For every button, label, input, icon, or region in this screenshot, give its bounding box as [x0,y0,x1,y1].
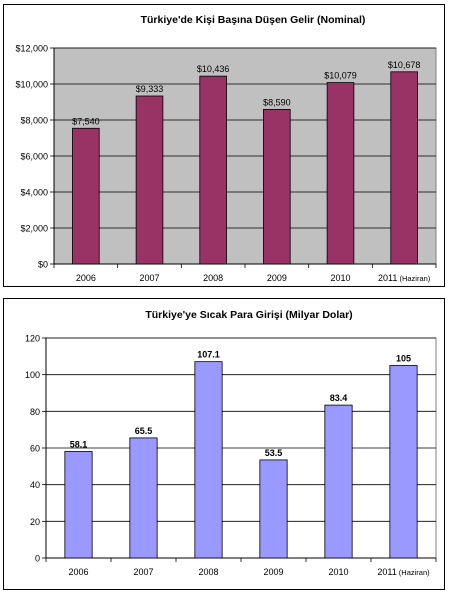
x-tick-label: 2008 [203,273,223,283]
x-tick-suffix: (Haziran) [397,274,430,283]
data-label: 83.4 [330,393,348,403]
chart-title: Türkiye'ye Sıcak Para Girişi (Milyar Dol… [145,309,352,321]
y-tick-label: 20 [30,517,40,527]
bar [194,361,223,559]
x-tick-label: 2008 [198,567,218,577]
income-chart: Türkiye'de Kişi Başına Düşen Gelir (Nomi… [15,14,437,283]
data-label: 65.5 [135,426,153,436]
bar [64,451,93,559]
y-tick-label: 100 [25,370,40,380]
data-label: 58.1 [70,439,88,449]
chart-title: Türkiye'de Kişi Başına Düşen Gelir (Nomi… [141,14,366,26]
y-tick-label: 80 [30,407,40,417]
bar [263,108,291,265]
x-tick-year: 2011 [377,567,396,577]
chart-panel-hot-money: Türkiye'ye Sıcak Para Girişi (Milyar Dol… [3,298,445,590]
y-tick-label: $4,000 [20,188,48,198]
data-label: $7,540 [72,116,100,126]
y-tick-label: 40 [30,480,40,490]
x-tick-label: 2009 [263,567,283,577]
x-tick-label: 2009 [267,273,287,283]
data-label: 105 [396,354,411,364]
bar [259,459,288,559]
y-tick-label: $6,000 [20,152,48,162]
bar [389,365,418,559]
y-tick-label: $10,000 [15,80,48,90]
x-tick-label: 2010 [330,273,350,283]
x-tick-label: 2011 (Haziran) [377,567,430,577]
data-label: $9,333 [136,84,164,94]
data-label: $8,590 [263,97,291,107]
x-tick-label: 2007 [133,567,153,577]
x-tick-year: 2011 [378,273,397,283]
bar [72,127,100,265]
x-tick-label: 2006 [76,273,96,283]
data-label: $10,436 [197,64,230,74]
x-tick-label: 2011 (Haziran) [378,273,431,283]
x-tick-label: 2010 [328,567,348,577]
data-label: $10,079 [324,71,357,81]
y-tick-label: $2,000 [20,224,48,234]
y-tick-label: $0 [38,260,48,270]
data-label: 53.5 [265,448,283,458]
y-tick-label: 120 [25,334,40,344]
bar [199,75,227,265]
bar [390,71,418,265]
bar [326,82,355,265]
data-label: $10,678 [388,60,421,70]
y-tick-label: 60 [30,444,40,454]
y-tick-label: $12,000 [15,44,48,54]
bar [324,404,353,559]
x-tick-suffix: (Haziran) [397,568,430,577]
x-tick-label: 2006 [68,567,88,577]
hot-money-chart: Türkiye'ye Sıcak Para Girişi (Milyar Dol… [25,309,437,577]
data-label: 107.1 [197,350,220,360]
x-tick-label: 2007 [139,273,159,283]
y-tick-label: $8,000 [20,116,48,126]
y-tick-label: 0 [35,554,40,564]
chart-panel-income: Türkiye'de Kişi Başına Düşen Gelir (Nomi… [3,4,445,287]
bar [135,95,164,265]
bar [129,437,158,559]
